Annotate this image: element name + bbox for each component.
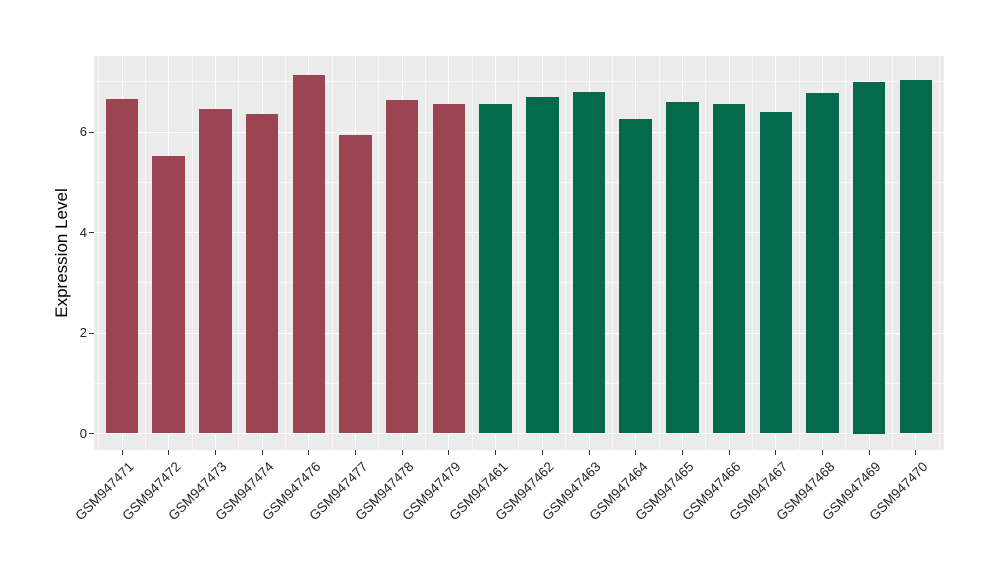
x-tick-mark (588, 450, 590, 455)
x-gridline-minor (331, 56, 333, 450)
x-tick-label-GSM947479: GSM947479 (399, 459, 464, 524)
x-gridline-minor (565, 56, 567, 450)
x-gridline-minor (518, 56, 520, 450)
x-tick-label-GSM947469: GSM947469 (819, 459, 884, 524)
y-tick-label: 0 (79, 425, 87, 441)
bar-GSM947469 (852, 81, 886, 434)
x-tick-label-GSM947466: GSM947466 (679, 459, 744, 524)
x-tick-mark (775, 450, 777, 455)
bar-GSM947461 (479, 103, 512, 434)
y-gridline-major (94, 332, 944, 334)
bar-GSM947462 (526, 97, 559, 434)
y-gridline-major (94, 131, 944, 133)
x-tick-mark (868, 450, 870, 455)
bar-GSM947464 (619, 118, 652, 434)
x-tick-label-GSM947463: GSM947463 (539, 459, 604, 524)
x-tick-label-GSM947474: GSM947474 (212, 459, 277, 524)
x-gridline-minor (751, 56, 753, 450)
x-tick-label-GSM947461: GSM947461 (446, 459, 511, 524)
bar-GSM947476 (292, 74, 326, 434)
x-tick-label-GSM947468: GSM947468 (772, 459, 838, 524)
x-gridline-minor (425, 56, 427, 450)
bar-GSM947470 (899, 80, 933, 434)
x-tick-mark (121, 450, 123, 455)
y-tick-label: 4 (79, 224, 87, 240)
x-tick-mark (214, 450, 216, 455)
x-tick-mark (635, 450, 637, 455)
x-gridline-minor (892, 56, 894, 450)
y-tick-label: 6 (79, 124, 87, 139)
x-tick-mark (401, 450, 403, 455)
x-gridline-minor (144, 56, 146, 450)
bar-GSM947479 (432, 104, 466, 434)
bar-GSM947473 (199, 108, 232, 434)
x-gridline-minor (378, 56, 380, 450)
x-gridline-minor (98, 56, 100, 450)
x-tick-mark (728, 450, 730, 455)
x-tick-label-GSM947470: GSM947470 (866, 459, 931, 524)
x-tick-mark (541, 450, 543, 455)
x-gridline-minor (845, 56, 847, 450)
x-gridline-minor (705, 56, 707, 450)
x-gridline-minor (611, 56, 613, 450)
x-tick-mark (681, 450, 683, 455)
x-tick-label-GSM947476: GSM947476 (259, 459, 324, 524)
x-gridline-minor (798, 56, 800, 450)
y-tick-mark (89, 131, 94, 133)
x-tick-label-GSM947467: GSM947467 (726, 459, 791, 524)
x-gridline-minor (938, 56, 940, 450)
y-tick-mark (89, 232, 94, 233)
y-tick-label: 2 (79, 325, 87, 340)
bar-GSM947466 (712, 103, 746, 434)
y-tick-mark (89, 433, 94, 434)
x-tick-label-GSM947462: GSM947462 (492, 459, 557, 524)
x-tick-mark (495, 450, 497, 455)
x-tick-mark (261, 450, 263, 455)
y-axis-title: Expression Level (52, 188, 71, 318)
bar-GSM947463 (572, 91, 606, 434)
bar-GSM947468 (806, 92, 839, 434)
bar-GSM947471 (105, 98, 139, 434)
bar-GSM947477 (339, 134, 372, 434)
y-gridline-major (94, 433, 944, 434)
bar-GSM947478 (385, 99, 419, 434)
y-gridline-major (94, 232, 944, 233)
x-gridline-minor (191, 56, 193, 450)
x-tick-label-GSM947472: GSM947472 (119, 459, 184, 524)
x-tick-mark (168, 450, 170, 455)
x-tick-label-GSM947473: GSM947473 (165, 459, 231, 524)
bar-GSM947474 (245, 113, 279, 434)
x-tick-label-GSM947464: GSM947464 (586, 459, 651, 524)
x-tick-mark (822, 450, 824, 455)
bar-GSM947465 (666, 102, 699, 434)
x-tick-label-GSM947471: GSM947471 (72, 459, 137, 524)
x-gridline-minor (284, 56, 286, 450)
bar-GSM947467 (759, 111, 793, 434)
x-tick-mark (355, 450, 357, 455)
x-tick-label-GSM947477: GSM947477 (305, 459, 371, 524)
x-tick-mark (308, 450, 310, 455)
x-tick-mark (915, 450, 917, 455)
x-tick-label-GSM947465: GSM947465 (632, 459, 698, 524)
x-tick-mark (448, 450, 450, 455)
x-gridline-minor (658, 56, 660, 450)
y-tick-mark (89, 332, 94, 334)
bar-GSM947472 (152, 155, 185, 434)
x-gridline-minor (471, 56, 473, 450)
x-tick-label-GSM947478: GSM947478 (352, 459, 417, 524)
x-gridline-minor (238, 56, 240, 450)
